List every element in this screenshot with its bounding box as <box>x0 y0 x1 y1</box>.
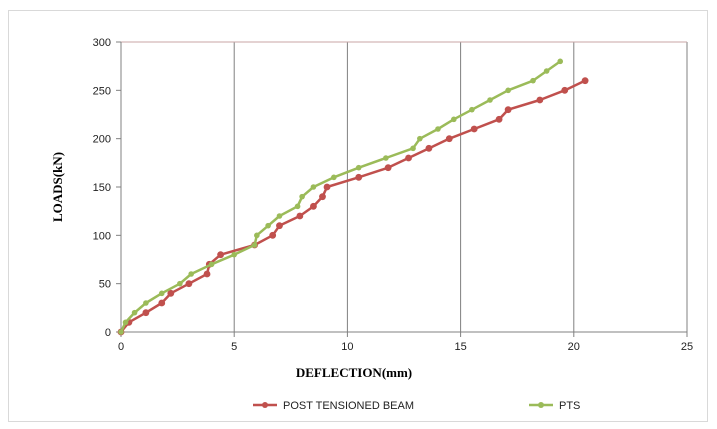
data-point <box>142 309 150 317</box>
data-point <box>296 212 304 220</box>
data-point <box>487 97 493 103</box>
y-tick-label: 200 <box>93 134 111 146</box>
data-point <box>557 58 564 65</box>
series-1 <box>118 58 564 335</box>
data-point <box>203 270 211 278</box>
x-tick-label: 15 <box>454 341 466 353</box>
data-point <box>331 174 337 181</box>
data-point <box>185 280 193 288</box>
data-point <box>143 300 149 306</box>
data-point <box>217 251 225 259</box>
x-tick-label: 20 <box>568 341 580 353</box>
data-point <box>188 271 194 277</box>
data-point <box>504 106 512 114</box>
data-point <box>543 68 550 74</box>
data-point <box>269 231 277 239</box>
y-tick-label: 50 <box>99 279 111 291</box>
data-point <box>118 329 124 335</box>
series-line <box>120 79 586 333</box>
data-point <box>276 213 283 219</box>
y-tick-labels: 0 50 100 150 200 250 300 <box>93 37 111 339</box>
x-tick-label: 25 <box>681 341 693 353</box>
series-group <box>117 58 589 336</box>
legend-swatch-marker <box>262 402 268 408</box>
x-tick-labels: 0 5 10 15 20 25 <box>118 341 693 353</box>
data-point <box>536 96 544 104</box>
legend-label: POST TENSIONED BEAM <box>283 400 414 412</box>
data-point <box>425 144 433 152</box>
grid-lines <box>121 41 688 332</box>
series-0 <box>117 77 589 336</box>
y-tick-label: 250 <box>93 85 111 97</box>
data-point <box>310 202 317 210</box>
line-chart: 0 5 10 15 20 25 0 50 100 150 200 250 300 DEFLECTION… <box>50 37 693 412</box>
data-point <box>384 164 392 172</box>
data-point <box>294 203 301 210</box>
data-point <box>495 115 503 123</box>
legend-item-0: POST TENSIONED BEAM <box>253 400 414 412</box>
legend-item-1: PTS <box>529 400 580 412</box>
data-point <box>417 135 423 142</box>
y-tick-label: 0 <box>105 327 111 339</box>
y-tick-label: 150 <box>93 182 111 194</box>
x-tick-label: 5 <box>231 341 237 353</box>
data-point <box>310 184 317 190</box>
data-point <box>469 106 475 113</box>
data-point <box>122 319 129 326</box>
data-point <box>319 193 326 201</box>
data-point <box>251 242 258 248</box>
data-point <box>177 280 183 287</box>
axes <box>116 41 688 337</box>
data-point <box>355 173 363 181</box>
data-point <box>383 155 389 161</box>
legend-label: PTS <box>559 400 580 412</box>
y-axis-title: LOADS(kN) <box>50 152 65 222</box>
x-axis-title: DEFLECTION(mm) <box>296 365 412 380</box>
data-point <box>323 183 331 191</box>
y-tick-label: 100 <box>93 230 111 242</box>
data-point <box>435 126 441 132</box>
data-point <box>355 164 362 171</box>
data-point <box>265 222 271 229</box>
data-point <box>410 145 416 152</box>
chart-area: 0 5 10 15 20 25 0 50 100 150 200 250 300 DEFLECTION… <box>8 10 708 422</box>
data-point <box>505 87 511 94</box>
data-point <box>276 222 283 230</box>
data-point <box>445 135 453 143</box>
data-point <box>451 116 457 123</box>
data-point <box>581 77 589 85</box>
data-point <box>158 299 166 307</box>
y-tick-label: 300 <box>93 37 111 49</box>
series-line <box>119 60 561 333</box>
data-point <box>561 86 569 94</box>
data-point <box>131 309 138 316</box>
legend-swatch-marker <box>538 402 544 408</box>
data-point <box>208 261 215 268</box>
data-point <box>530 77 536 84</box>
data-point <box>167 289 175 297</box>
data-point <box>158 290 165 297</box>
data-point <box>231 251 237 258</box>
x-tick-label: 0 <box>118 341 124 353</box>
data-point <box>299 193 305 200</box>
data-point <box>405 154 412 162</box>
data-point <box>254 232 260 239</box>
data-point <box>470 125 478 133</box>
legend: POST TENSIONED BEAM PTS <box>253 400 580 412</box>
x-tick-label: 10 <box>341 341 353 353</box>
